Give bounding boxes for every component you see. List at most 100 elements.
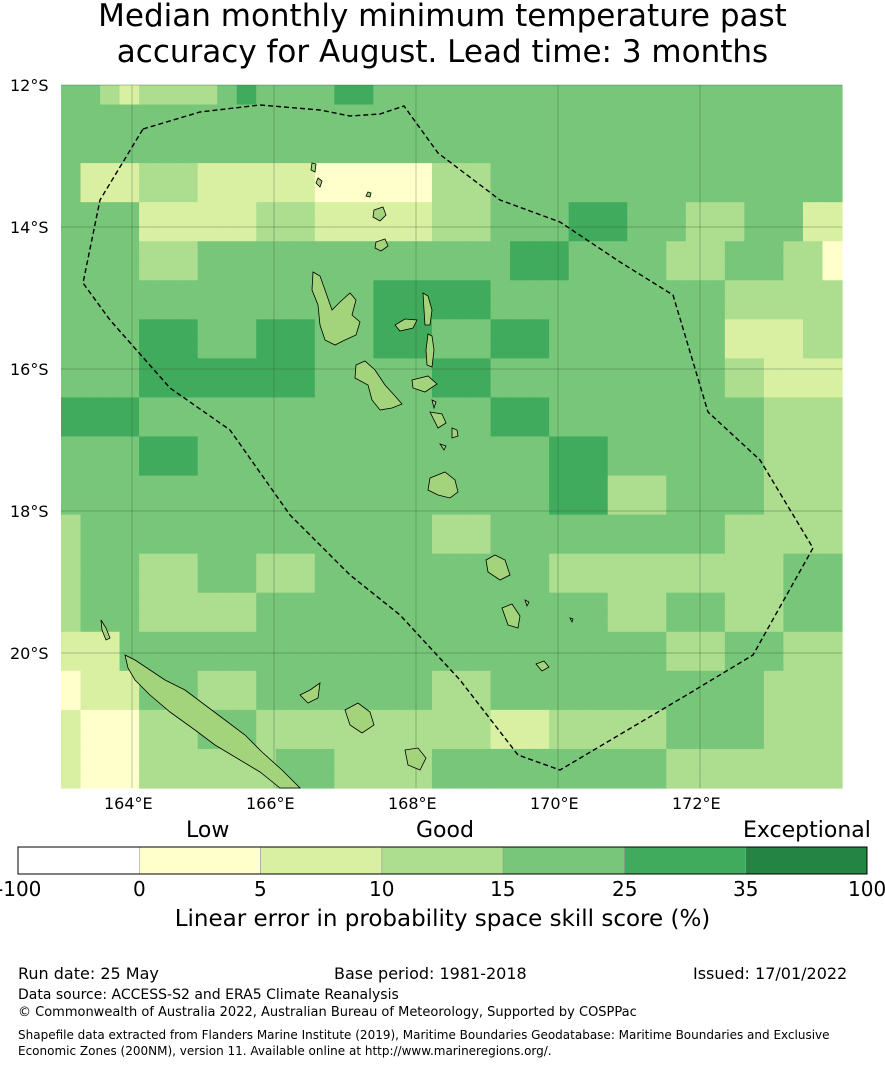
grid-cell xyxy=(822,104,843,125)
grid-cell xyxy=(334,553,355,574)
lon-label-170e: 170°E xyxy=(530,794,579,813)
grid-cell xyxy=(607,475,628,496)
grid-cell xyxy=(627,495,648,516)
grid-cell xyxy=(744,729,765,750)
grid-cell xyxy=(256,280,277,301)
grid-cell xyxy=(490,436,511,457)
grid-cell xyxy=(744,748,765,770)
grid-cell xyxy=(627,319,648,340)
grid-cell xyxy=(295,670,316,691)
grid-cell xyxy=(412,631,433,652)
grid-cell xyxy=(549,651,570,672)
grid-cell xyxy=(490,475,511,496)
grid-cell xyxy=(451,631,472,652)
grid-cell xyxy=(685,514,706,535)
grid-cell xyxy=(295,729,316,750)
grid-cell xyxy=(236,553,257,574)
grid-cell xyxy=(724,182,745,203)
grid-cell xyxy=(802,553,824,574)
grid-cell xyxy=(392,416,414,438)
grid-cell xyxy=(724,729,745,750)
grid-cell xyxy=(100,475,121,496)
grid-cell xyxy=(334,163,355,184)
grid-cell xyxy=(236,573,257,594)
grid-cell xyxy=(139,729,160,750)
grid-cell xyxy=(607,456,628,477)
grid-cell xyxy=(549,163,570,184)
grid-cell xyxy=(724,553,745,574)
grid-cell xyxy=(666,241,687,262)
grid-cell xyxy=(392,221,414,242)
grid-cell xyxy=(529,338,550,359)
grid-cell xyxy=(431,202,453,223)
grid-cell xyxy=(412,182,433,203)
grid-cell xyxy=(275,202,296,223)
grid-cell xyxy=(549,573,570,594)
grid-cell xyxy=(763,475,785,496)
grid-cell xyxy=(217,241,238,262)
grid-cell xyxy=(588,592,609,613)
grid-cell xyxy=(158,85,179,106)
grid-cell xyxy=(588,768,609,789)
grid-cell xyxy=(763,748,785,770)
grid-cell xyxy=(705,748,726,770)
grid-cell xyxy=(607,241,628,262)
grid-cell xyxy=(627,670,648,691)
grid-cell xyxy=(197,631,218,652)
grid-cell xyxy=(490,651,511,672)
grid-cell xyxy=(119,729,140,750)
grid-cell xyxy=(119,143,140,164)
run-date: Run date: 25 May xyxy=(18,964,159,983)
grid-cell xyxy=(744,553,765,574)
grid-cell xyxy=(392,612,414,633)
lon-label-166e: 166°E xyxy=(246,794,295,813)
grid-cell xyxy=(158,456,179,477)
grid-cell xyxy=(275,241,296,262)
grid-cell xyxy=(412,241,433,262)
grid-cell xyxy=(607,397,628,418)
grid-cell xyxy=(822,124,843,145)
grid-cell xyxy=(412,612,433,633)
grid-cell xyxy=(412,436,433,457)
grid-cell xyxy=(373,631,394,652)
island-mare xyxy=(404,747,427,771)
grid-cell xyxy=(100,651,121,672)
grid-cell xyxy=(783,221,804,242)
grid-cell xyxy=(685,202,706,223)
grid-cell xyxy=(80,143,101,164)
grid-cell xyxy=(392,299,414,320)
grid-cell xyxy=(783,104,804,125)
grid-cell xyxy=(100,241,121,262)
grid-cell xyxy=(100,631,121,652)
grid-cell xyxy=(256,358,277,379)
grid-cell xyxy=(275,163,296,184)
grid-cell xyxy=(783,748,804,770)
grid-cell xyxy=(217,338,238,359)
grid-cell xyxy=(275,631,296,652)
grid-cell xyxy=(490,299,511,320)
grid-cell xyxy=(119,436,140,457)
grid-cell xyxy=(490,573,511,594)
grid-cell xyxy=(510,221,531,242)
grid-cell xyxy=(197,553,218,574)
grid-cell xyxy=(783,241,804,262)
grid-cell xyxy=(529,709,550,731)
grid-cell xyxy=(392,124,414,145)
grid-cell xyxy=(568,163,589,184)
grid-cell xyxy=(314,631,335,652)
grid-cell xyxy=(529,416,550,438)
grid-cell xyxy=(100,104,121,125)
grid-cell xyxy=(80,202,101,223)
grid-cell xyxy=(822,202,843,223)
grid-cell xyxy=(705,475,726,496)
colorbar-tick-m100: -100 xyxy=(0,877,42,901)
grid-cell xyxy=(549,612,570,633)
grid-cell xyxy=(61,85,82,106)
grid-cell xyxy=(119,709,140,731)
grid-cell xyxy=(139,534,160,555)
grid-cell xyxy=(314,124,335,145)
grid-cell xyxy=(510,709,531,731)
grid-cell xyxy=(549,124,570,145)
grid-cell xyxy=(646,163,667,184)
grid-cell xyxy=(822,612,843,633)
